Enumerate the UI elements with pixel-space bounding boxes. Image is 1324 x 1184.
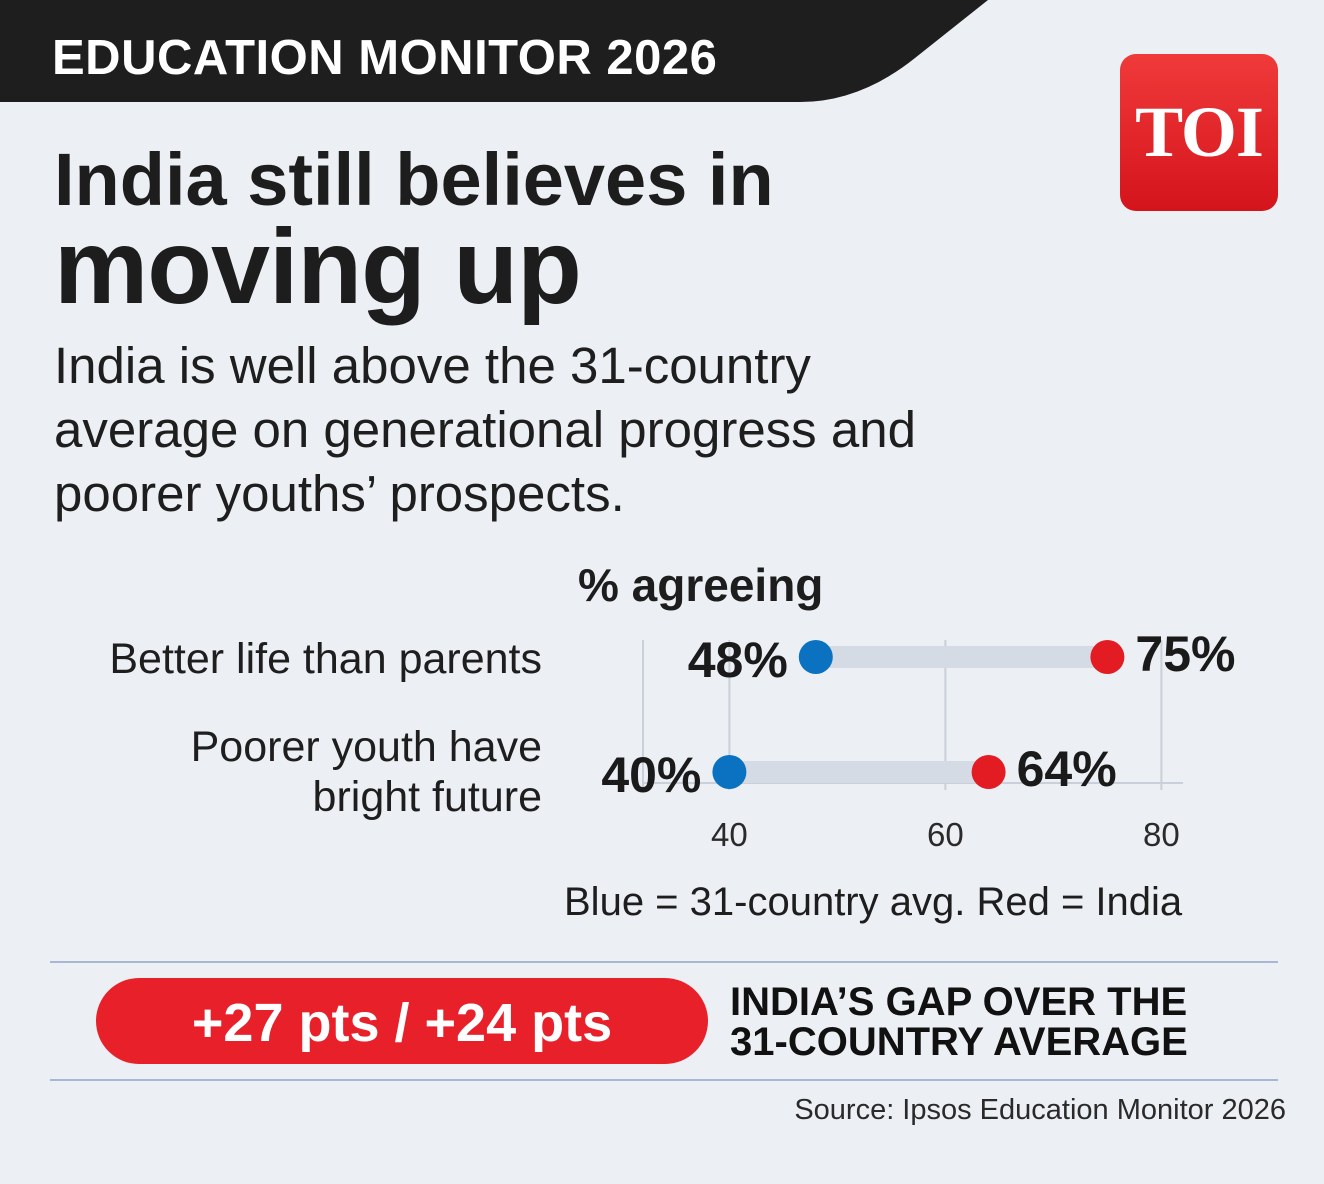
source-note: Source: Ipsos Education Monitor 2026 (794, 1094, 1286, 1126)
chart-legend: Blue = 31-country avg. Red = India (564, 880, 1183, 924)
toi-logo: TOI (1120, 54, 1278, 211)
gap-value: +27 pts / +24 pts (191, 993, 613, 1053)
gap-label-line: 31-COUNTRY AVERAGE (730, 1020, 1188, 1064)
india-point (1090, 640, 1125, 674)
subheadline: India is well above the 31-country avera… (54, 337, 916, 522)
headline-line-2: moving up (54, 208, 582, 326)
category-label-better-life: Better life than parents (109, 634, 542, 684)
banner-title: EDUCATION MONITOR 2026 (52, 31, 718, 85)
category-label-line: Poorer youth have (190, 723, 542, 771)
india-point (971, 755, 1006, 789)
category-label-line: Better life than parents (109, 635, 542, 683)
divider-top (50, 961, 1278, 963)
category-label-line: bright future (312, 773, 542, 821)
avg-data-label: 40% (601, 747, 701, 803)
x-tick-label: 80 (1143, 816, 1180, 853)
avg-point (798, 640, 833, 674)
banner-shape (0, 0, 988, 102)
gap-pill: +27 pts / +24 pts (96, 978, 708, 1064)
avg-point (712, 755, 747, 789)
avg-data-label: 48% (688, 632, 788, 688)
chart-title: % agreeing (578, 559, 824, 611)
x-tick-label: 60 (927, 816, 964, 853)
gap-label-line: INDIA’S GAP OVER THE (730, 980, 1188, 1024)
india-data-label: 75% (1135, 626, 1235, 682)
headline-line-1: India still believes in (54, 138, 774, 221)
divider-bottom (50, 1079, 1278, 1081)
x-tick-label: 40 (711, 816, 748, 853)
logo-text: TOI (1135, 92, 1264, 172)
category-label-poorer-youth: Poorer youth have bright future (191, 722, 542, 822)
gap-label: INDIA’S GAP OVER THE 31-COUNTRY AVERAGE (730, 982, 1270, 1062)
india-data-label: 64% (1017, 741, 1117, 797)
header-banner: EDUCATION MONITOR 2026 (0, 0, 990, 102)
